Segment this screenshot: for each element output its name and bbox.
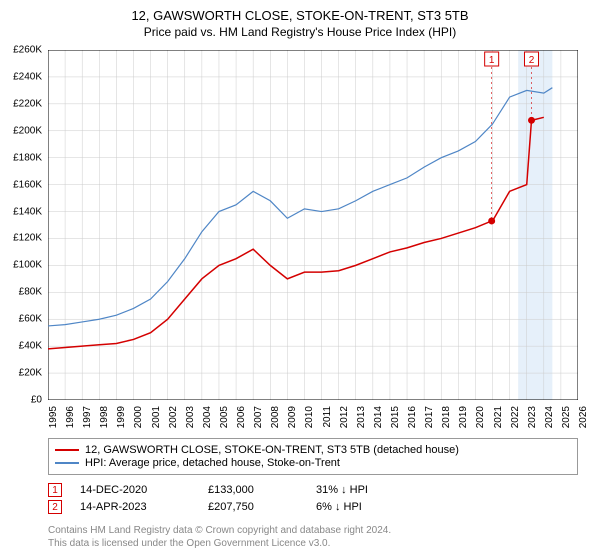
x-tick-label: 2008: [270, 406, 281, 428]
footer-attribution: Contains HM Land Registry data © Crown c…: [48, 524, 578, 550]
y-tick-label: £120K: [13, 233, 42, 244]
x-tick-label: 1995: [48, 406, 59, 428]
y-tick-label: £40K: [19, 341, 42, 352]
x-tick-label: 1999: [116, 406, 127, 428]
x-tick-label: 2010: [304, 406, 315, 428]
y-tick-label: £220K: [13, 98, 42, 109]
x-tick-label: 2016: [407, 406, 418, 428]
x-tick-label: 2014: [373, 406, 384, 428]
chart-title-line2: Price paid vs. HM Land Registry's House …: [0, 25, 600, 39]
line-chart: 12: [48, 50, 578, 400]
sale-date: 14-DEC-2020: [80, 484, 190, 496]
y-tick-label: £200K: [13, 125, 42, 136]
y-tick-label: £20K: [19, 368, 42, 379]
x-tick-label: 2000: [133, 406, 144, 428]
legend-label: 12, GAWSWORTH CLOSE, STOKE-ON-TRENT, ST3…: [85, 444, 459, 456]
y-tick-label: £240K: [13, 71, 42, 82]
svg-text:2: 2: [529, 55, 535, 66]
footer-line2: This data is licensed under the Open Gov…: [48, 537, 578, 550]
y-tick-label: £80K: [19, 287, 42, 298]
sale-row: 1 14-DEC-2020 £133,000 31% ↓ HPI: [48, 483, 578, 497]
legend-item: 12, GAWSWORTH CLOSE, STOKE-ON-TRENT, ST3…: [55, 444, 571, 456]
x-tick-label: 2002: [168, 406, 179, 428]
footer-line1: Contains HM Land Registry data © Crown c…: [48, 524, 578, 537]
x-tick-label: 2011: [322, 406, 333, 428]
sale-price: £207,750: [208, 501, 298, 513]
x-tick-label: 2025: [561, 406, 572, 428]
y-tick-label: £260K: [13, 45, 42, 56]
x-tick-label: 2003: [185, 406, 196, 428]
y-axis-ticks: £0£20K£40K£60K£80K£100K£120K£140K£160K£1…: [0, 50, 46, 400]
y-tick-label: £160K: [13, 179, 42, 190]
sale-hpi: 6% ↓ HPI: [316, 501, 416, 513]
y-tick-label: £180K: [13, 152, 42, 163]
y-tick-label: £0: [31, 395, 42, 406]
legend-label: HPI: Average price, detached house, Stok…: [85, 457, 340, 469]
x-tick-label: 2004: [202, 406, 213, 428]
x-tick-label: 1998: [99, 406, 110, 428]
x-tick-label: 2023: [527, 406, 538, 428]
x-tick-label: 1997: [82, 406, 93, 428]
sales-table: 1 14-DEC-2020 £133,000 31% ↓ HPI 2 14-APR-202…: [48, 480, 578, 517]
x-tick-label: 2024: [544, 406, 555, 428]
legend-item: HPI: Average price, detached house, Stok…: [55, 457, 571, 469]
sale-marker: 2: [48, 500, 62, 514]
sale-row: 2 14-APR-2023 £207,750 6% ↓ HPI: [48, 500, 578, 514]
sale-hpi: 31% ↓ HPI: [316, 484, 416, 496]
svg-text:1: 1: [489, 55, 495, 66]
x-tick-label: 2019: [458, 406, 469, 428]
x-tick-label: 2015: [390, 406, 401, 428]
x-tick-label: 2022: [510, 406, 521, 428]
legend-swatch: [55, 449, 79, 451]
sale-date: 14-APR-2023: [80, 501, 190, 513]
legend-swatch: [55, 462, 79, 464]
x-tick-label: 2007: [253, 406, 264, 428]
x-tick-label: 2012: [339, 406, 350, 428]
x-tick-label: 2005: [219, 406, 230, 428]
chart-title-line1: 12, GAWSWORTH CLOSE, STOKE-ON-TRENT, ST3…: [0, 8, 600, 23]
x-tick-label: 2013: [356, 406, 367, 428]
x-tick-label: 2006: [236, 406, 247, 428]
y-tick-label: £100K: [13, 260, 42, 271]
x-axis-ticks: 1995 1996 1997 1998 1999 2000 2001 2002 2003 2004…: [48, 402, 578, 432]
legend: 12, GAWSWORTH CLOSE, STOKE-ON-TRENT, ST3…: [48, 438, 578, 475]
x-tick-label: 2009: [287, 406, 298, 428]
x-tick-label: 2020: [475, 406, 486, 428]
x-tick-label: 2026: [578, 406, 589, 428]
sale-marker: 1: [48, 483, 62, 497]
y-tick-label: £60K: [19, 314, 42, 325]
x-tick-label: 2021: [493, 406, 504, 428]
x-tick-label: 2001: [151, 406, 162, 428]
y-tick-label: £140K: [13, 206, 42, 217]
x-tick-label: 2018: [441, 406, 452, 428]
x-tick-label: 1996: [65, 406, 76, 428]
x-tick-label: 2017: [424, 406, 435, 428]
sale-price: £133,000: [208, 484, 298, 496]
